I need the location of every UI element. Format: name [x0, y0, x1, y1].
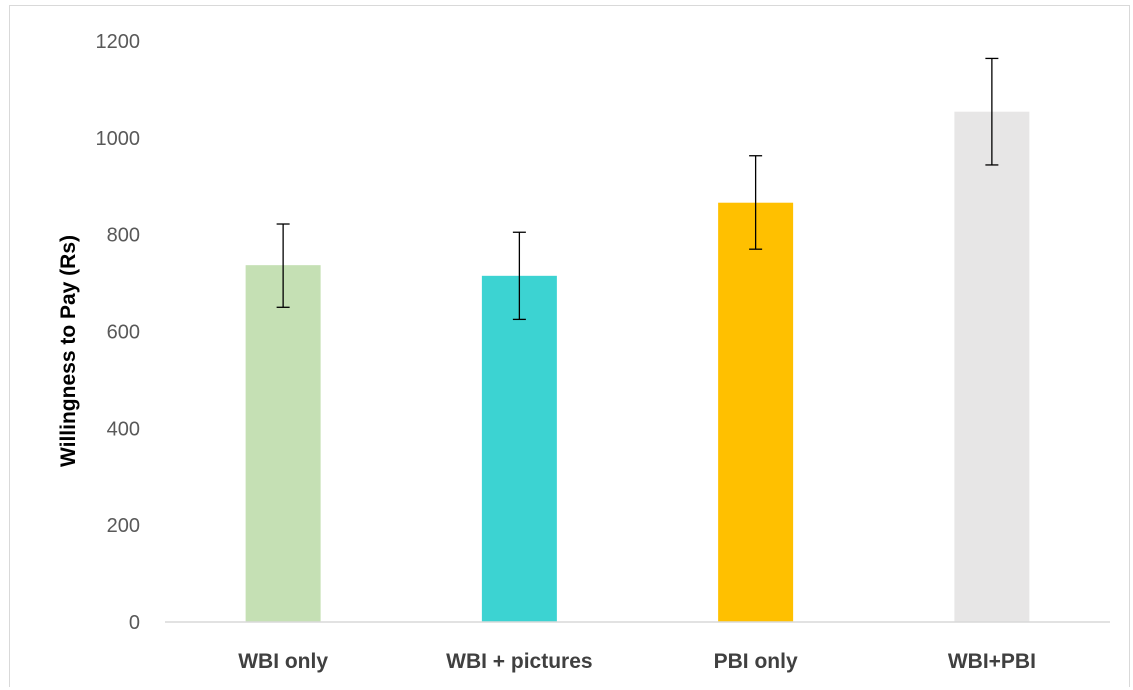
error-bars — [276, 57, 999, 321]
x-category-label: PBI only — [714, 650, 798, 673]
x-category-label: WBI + pictures — [446, 650, 592, 673]
error-bar — [276, 223, 290, 308]
chart-frame — [9, 5, 1130, 687]
y-tick-label: 200 — [107, 515, 140, 537]
x-category-label: WBI+PBI — [948, 650, 1036, 673]
error-bar — [749, 155, 763, 250]
error-bar — [512, 231, 526, 321]
bar — [245, 265, 321, 622]
bar — [481, 275, 557, 622]
y-tick-label: 1000 — [96, 128, 141, 150]
x-category-label: WBI only — [238, 650, 328, 673]
y-tick-label: 600 — [107, 322, 140, 344]
error-bar — [985, 57, 999, 166]
y-tick-label: 400 — [107, 418, 140, 440]
y-axis-ticks: 0 200 400 600 800 1000 1200 — [96, 31, 141, 634]
bar — [954, 111, 1030, 623]
y-tick-label: 1200 — [96, 31, 141, 53]
y-axis-label: Willingness to Pay (Rs) — [57, 235, 80, 467]
x-axis-categories: WBI only WBI + pictures PBI only WBI+PBI — [238, 650, 1036, 673]
y-tick-label: 0 — [129, 612, 140, 634]
y-tick-label: 800 — [107, 225, 140, 247]
bars — [245, 111, 1030, 623]
bar — [718, 202, 794, 622]
